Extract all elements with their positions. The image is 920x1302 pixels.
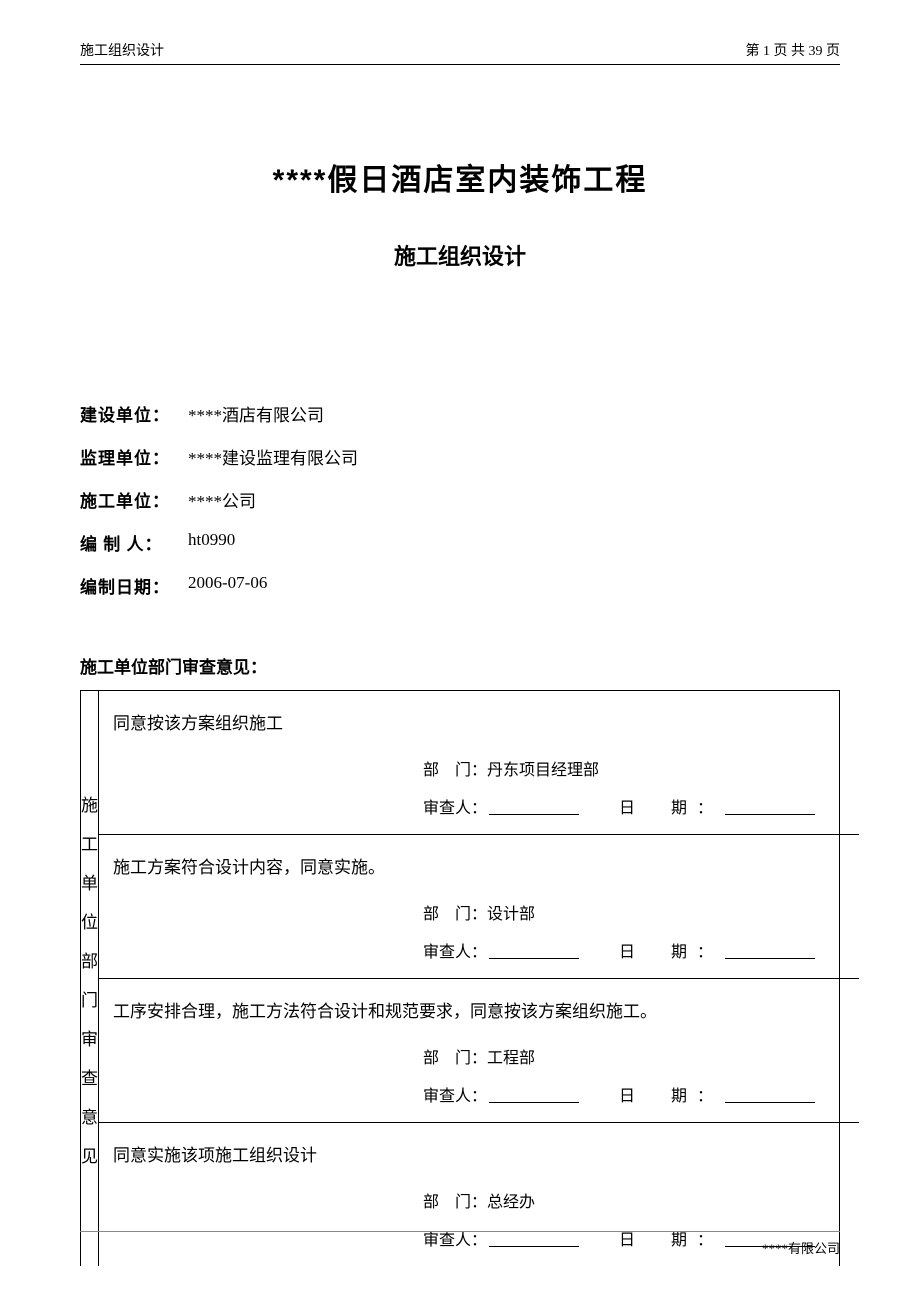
review-sign-row: 审查人： 日 期： — [113, 1082, 845, 1106]
review-cell: 施工方案符合设计内容，同意实施。 部 门：设计部 审查人： 日 期： — [99, 835, 859, 979]
dept-label: 部 门： — [423, 906, 487, 923]
signature-line — [489, 1079, 579, 1103]
side-char: 查 — [81, 1064, 98, 1089]
sub-title: 施工组织设计 — [80, 239, 840, 271]
review-comment: 工序安排合理，施工方法符合设计和规范要求，同意按该方案组织施工。 — [113, 997, 845, 1022]
reviewer-label: 审查人： — [423, 1082, 487, 1106]
footer-text: ****有限公司 — [762, 1241, 840, 1256]
info-label: 编 制 人： — [80, 530, 180, 555]
dept-value: 丹东项目经理部 — [487, 762, 599, 779]
side-char: 单 — [81, 869, 98, 894]
side-char: 位 — [81, 908, 98, 933]
dept-value: 设计部 — [487, 906, 535, 923]
signature-line — [489, 935, 579, 959]
dept-label: 部 门： — [423, 1194, 487, 1211]
dept-label: 部 门： — [423, 1050, 487, 1067]
info-label: 建设单位： — [80, 401, 180, 426]
info-label: 编制日期： — [80, 573, 180, 598]
info-block: 建设单位： ****酒店有限公司 监理单位： ****建设监理有限公司 施工单位… — [80, 401, 840, 598]
review-dept-row: 部 门：丹东项目经理部 — [113, 756, 845, 780]
dept-label: 部 门： — [423, 762, 487, 779]
page-header: 施工组织设计 第 1 页 共 39 页 — [80, 40, 840, 65]
info-row-author: 编 制 人： ht0990 — [80, 530, 840, 555]
side-char: 审 — [81, 1025, 98, 1050]
review-table: 施 工 单 位 部 门 审 查 意 见 同意按该方案组织施工 部 门：丹东项目经… — [80, 690, 840, 1266]
side-char: 部 — [81, 947, 98, 972]
info-row-date: 编制日期： 2006-07-06 — [80, 573, 840, 598]
side-char: 门 — [81, 986, 98, 1011]
side-char: 意 — [81, 1103, 98, 1128]
page-footer: ****有限公司 — [80, 1231, 840, 1257]
side-char: 施 — [81, 791, 98, 816]
reviewer-label: 审查人： — [423, 938, 487, 962]
review-dept-row: 部 门：工程部 — [113, 1044, 845, 1068]
date-label: 日 期： — [619, 938, 723, 962]
review-dept-row: 部 门：总经办 — [113, 1188, 845, 1212]
review-side-label: 施 工 单 位 部 门 审 查 意 见 — [81, 691, 99, 1266]
header-right: 第 1 页 共 39 页 — [746, 40, 841, 60]
review-cell: 工序安排合理，施工方法符合设计和规范要求，同意按该方案组织施工。 部 门：工程部… — [99, 979, 859, 1123]
header-left: 施工组织设计 — [80, 40, 164, 60]
info-value: ht0990 — [188, 530, 235, 555]
info-value: ****建设监理有限公司 — [188, 444, 358, 469]
reviewer-label: 审查人： — [423, 794, 487, 818]
dept-value: 工程部 — [487, 1050, 535, 1067]
date-label: 日 期： — [619, 1082, 723, 1106]
info-label: 施工单位： — [80, 487, 180, 512]
info-value: ****公司 — [188, 487, 256, 512]
section-title: 施工单位部门审查意见： — [80, 653, 840, 678]
date-line — [725, 1079, 815, 1103]
signature-line — [489, 791, 579, 815]
info-row-supervise: 监理单位： ****建设监理有限公司 — [80, 444, 840, 469]
main-title: ****假日酒店室内装饰工程 — [80, 155, 840, 199]
info-label: 监理单位： — [80, 444, 180, 469]
info-value: ****酒店有限公司 — [188, 401, 324, 426]
review-body: 同意按该方案组织施工 部 门：丹东项目经理部 审查人： 日 期： 施工方案符合设… — [99, 691, 859, 1266]
date-label: 日 期： — [619, 794, 723, 818]
review-dept-row: 部 门：设计部 — [113, 900, 845, 924]
info-value: 2006-07-06 — [188, 573, 267, 598]
review-sign-row: 审查人： 日 期： — [113, 938, 845, 962]
review-comment: 施工方案符合设计内容，同意实施。 — [113, 853, 845, 878]
side-char: 工 — [81, 830, 98, 855]
review-sign-row: 审查人： 日 期： — [113, 794, 845, 818]
review-comment: 同意实施该项施工组织设计 — [113, 1141, 845, 1166]
date-line — [725, 935, 815, 959]
date-line — [725, 791, 815, 815]
dept-value: 总经办 — [487, 1194, 535, 1211]
info-row-build: 建设单位： ****酒店有限公司 — [80, 401, 840, 426]
review-comment: 同意按该方案组织施工 — [113, 709, 845, 734]
side-char: 见 — [81, 1142, 98, 1167]
review-cell: 同意按该方案组织施工 部 门：丹东项目经理部 审查人： 日 期： — [99, 691, 859, 835]
info-row-construct: 施工单位： ****公司 — [80, 487, 840, 512]
